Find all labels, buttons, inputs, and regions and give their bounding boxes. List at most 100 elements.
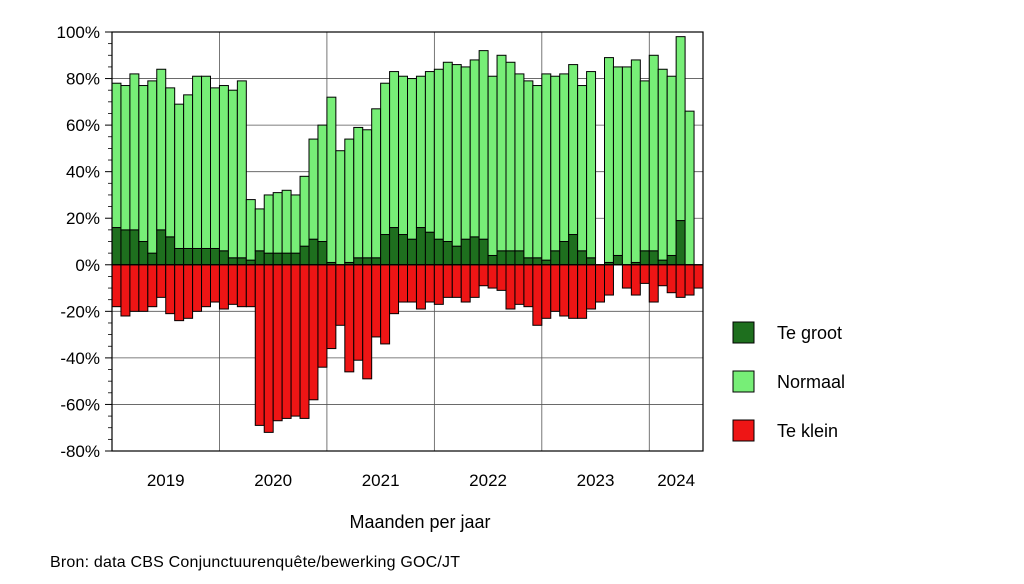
- bar-te-klein: [559, 264, 570, 317]
- bar-normaal: [433, 68, 444, 240]
- bar-normaal: [630, 59, 641, 263]
- bar-te-groot: [192, 247, 203, 266]
- bar-te-klein: [666, 264, 677, 294]
- bar-te-klein: [469, 264, 480, 298]
- bar-te-klein: [657, 264, 668, 287]
- bar-normaal: [344, 138, 355, 263]
- bar-te-groot: [245, 259, 256, 266]
- bar-normaal: [147, 80, 158, 254]
- bar-normaal: [675, 36, 686, 222]
- bar-te-groot: [675, 220, 686, 266]
- bar-te-klein: [630, 264, 641, 296]
- bar-te-groot: [505, 250, 516, 266]
- bar-normaal: [227, 89, 238, 259]
- bar-te-klein: [183, 264, 194, 319]
- bar-te-groot: [362, 257, 373, 266]
- bar-te-groot: [236, 257, 247, 266]
- bar-te-groot: [272, 252, 283, 266]
- tick-label-x: 2020: [254, 471, 292, 490]
- bar-te-klein: [523, 264, 534, 308]
- tick-label-y: 20%: [66, 209, 100, 228]
- bar-te-groot: [398, 234, 408, 266]
- bar-normaal: [666, 75, 677, 256]
- bar-normaal: [559, 73, 570, 243]
- bar-normaal: [648, 54, 659, 252]
- bar-te-klein: [353, 264, 364, 361]
- bar-normaal: [210, 87, 220, 249]
- bar-normaal: [604, 57, 614, 263]
- bar-te-groot: [433, 238, 444, 266]
- legend-swatch: [732, 321, 755, 344]
- bar-normaal: [138, 85, 149, 242]
- bar-te-groot: [666, 254, 677, 266]
- legend-swatch: [732, 370, 755, 393]
- bar-normaal: [550, 75, 561, 252]
- bar-te-groot: [210, 247, 220, 266]
- bar-te-klein: [111, 264, 122, 308]
- bar-normaal: [245, 199, 256, 261]
- bar-normaal: [505, 61, 516, 252]
- bar-te-groot: [559, 241, 570, 266]
- bar-normaal: [469, 59, 480, 238]
- bar-te-groot: [657, 259, 668, 266]
- bar-te-klein: [595, 264, 606, 303]
- tick-label-x: 2019: [147, 471, 185, 490]
- bar-te-klein: [398, 264, 408, 303]
- bar-te-groot: [451, 245, 462, 266]
- bar-normaal: [371, 108, 382, 259]
- bar-te-groot: [174, 247, 185, 266]
- bar-te-groot: [254, 250, 265, 266]
- bar-normaal: [398, 75, 408, 236]
- bar-normaal: [532, 85, 543, 259]
- bar-normaal: [317, 124, 328, 242]
- bar-te-klein: [460, 264, 471, 303]
- bar-te-groot: [424, 231, 435, 266]
- bar-te-klein: [129, 264, 140, 312]
- bar-normaal: [639, 80, 650, 252]
- bar-te-klein: [604, 264, 614, 296]
- bar-te-groot: [218, 250, 229, 266]
- bar-te-klein: [442, 264, 453, 298]
- source-note: Bron: data CBS Conjunctuurenquête/bewerk…: [50, 554, 461, 571]
- bar-normaal: [129, 73, 140, 231]
- tick-label-y: -40%: [60, 349, 100, 368]
- bar-te-klein: [415, 264, 426, 310]
- bar-normaal: [353, 126, 364, 259]
- bar-normaal: [612, 66, 623, 256]
- bar-te-klein: [335, 264, 346, 326]
- bar-te-groot: [263, 252, 274, 266]
- bar-normaal: [165, 87, 176, 238]
- bar-te-klein: [371, 264, 382, 338]
- bar-te-klein: [496, 264, 507, 291]
- bar-te-klein: [210, 264, 220, 303]
- tick-label-y: -20%: [60, 302, 100, 321]
- bar-te-groot: [120, 229, 131, 266]
- tick-label-x: 2024: [657, 471, 695, 490]
- bar-te-klein: [505, 264, 516, 310]
- bar-te-groot: [523, 257, 534, 266]
- bar-te-klein: [138, 264, 149, 312]
- bar-normaal: [281, 189, 292, 254]
- tick-label-y: -60%: [60, 395, 100, 414]
- bar-te-groot: [639, 250, 650, 266]
- bar-normaal: [415, 75, 426, 229]
- bar-te-klein: [317, 264, 328, 368]
- bar-te-klein: [362, 264, 373, 380]
- bar-te-groot: [460, 238, 471, 266]
- bar-te-klein: [344, 264, 355, 373]
- bar-normaal: [201, 75, 212, 249]
- bar-te-groot: [353, 257, 364, 266]
- bar-te-klein: [120, 264, 131, 317]
- bar-te-klein: [532, 264, 543, 326]
- bar-normaal: [496, 54, 507, 252]
- bar-normaal: [236, 80, 247, 259]
- bar-te-groot: [371, 257, 382, 266]
- bar-te-klein: [487, 264, 498, 289]
- bar-te-klein: [147, 264, 158, 308]
- bar-te-klein: [201, 264, 212, 308]
- bar-te-klein: [263, 264, 274, 433]
- bar-normaal: [568, 64, 579, 236]
- bar-te-klein: [541, 264, 552, 319]
- legend-label: Normaal: [777, 372, 845, 392]
- bar-te-klein: [254, 264, 265, 426]
